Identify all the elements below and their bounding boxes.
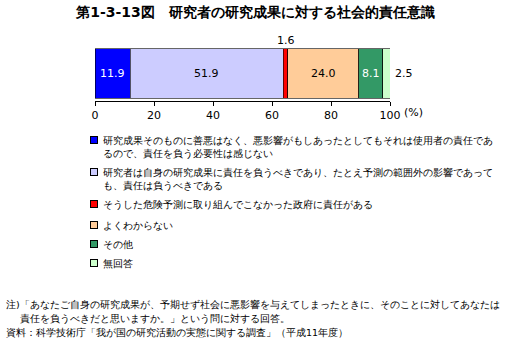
- svg-text:11.9: 11.9: [100, 67, 125, 80]
- html-text:第1-3-13図 研究者の研究成果に対する社会的責任意識: 第1-3-13図 研究者の研究成果に対する社会的責任意識: [76, 4, 435, 20]
- html-text:無回答: 無回答: [103, 258, 133, 269]
- svg-text:51.9: 51.9: [194, 67, 219, 80]
- html-text:研究成果そのものに善悪はなく、悪影響がもしあったとしてもそれ: 研究成果そのものに善悪はなく、悪影響がもしあったとしてもそれは使用者の責任である…: [103, 135, 493, 159]
- html-text:資料：科学技術庁「我が国の研究活動の実態に関する調査」（平成: 資料：科学技術庁「我が国の研究活動の実態に関する調査」（平成11年度）: [6, 327, 349, 338]
- html-text:そうした危険予測に取り組んでこなかった政府に責任がある: そうした危険予測に取り組んでこなかった政府に責任がある: [103, 199, 373, 210]
- svg-text:20: 20: [147, 109, 161, 122]
- svg-text:0: 0: [92, 109, 99, 122]
- svg-text:8.1: 8.1: [362, 67, 380, 80]
- svg-text:(%): (%): [404, 106, 423, 119]
- svg-text:1.6: 1.6: [277, 34, 295, 47]
- svg-text:40: 40: [206, 109, 220, 122]
- svg-text:2.5: 2.5: [395, 67, 413, 80]
- html-text:研究者は自身の研究成果に責任を負うべきであり、たとえ予測の範: 研究者は自身の研究成果に責任を負うべきであり、たとえ予測の範囲外の影響であっても…: [103, 167, 493, 191]
- html-text:注)「あなたご自身の研究成果が、予期せず社会に悪影響を与えて: 注)「あなたご自身の研究成果が、予期せず社会に悪影響を与えてしまったときに、その…: [6, 299, 500, 324]
- html-text:よくわからない: よくわからない: [103, 220, 173, 231]
- svg-text:24.0: 24.0: [311, 67, 336, 80]
- svg-text:80: 80: [324, 109, 338, 122]
- svg-text:100: 100: [380, 109, 401, 122]
- html-text:その他: その他: [103, 239, 133, 250]
- svg-text:60: 60: [265, 109, 279, 122]
